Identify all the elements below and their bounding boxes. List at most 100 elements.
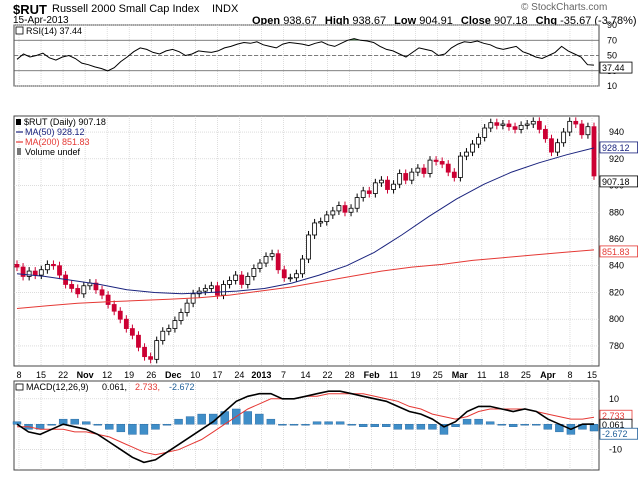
- macd-histogram-bar: [105, 424, 114, 430]
- close-label: Close: [460, 15, 491, 27]
- rsi-tick-label: 10: [607, 81, 617, 91]
- candle-body: [500, 123, 506, 126]
- candle-body: [227, 280, 232, 285]
- low-label: Low: [394, 15, 417, 27]
- ma50-legend: MA(50) 928.12: [25, 127, 85, 137]
- candle-body: [555, 142, 560, 153]
- candle-body: [93, 282, 99, 291]
- candle-body: [518, 124, 524, 130]
- macd-histogram-bar: [266, 418, 276, 425]
- macd-hist-value-box: [599, 427, 638, 440]
- macd-histogram-bar: [462, 418, 472, 425]
- x-tick-label: 7: [281, 370, 286, 380]
- macd-histogram-bar: [347, 424, 356, 426]
- price-tick-label: 840: [609, 261, 624, 271]
- volume-legend-swatch: [17, 148, 21, 155]
- candle-body: [142, 346, 147, 358]
- candle-body: [166, 328, 172, 332]
- macd-histogram-bar: [589, 424, 599, 432]
- x-tick-label: 25: [433, 370, 443, 380]
- price-legend: $RUT (Daily) 907.18: [24, 117, 106, 127]
- candle-body: [26, 270, 32, 277]
- macd-histogram-bar: [335, 421, 345, 425]
- macd-legend-hist: -2.672: [169, 382, 195, 392]
- macd-histogram-bar: [162, 424, 172, 426]
- candle-body: [415, 167, 421, 173]
- candle-body: [239, 274, 245, 285]
- candle-body: [105, 294, 111, 305]
- ma50-line: [16, 147, 595, 295]
- macd-histogram-bar: [474, 418, 483, 425]
- x-tick-label: 11: [389, 370, 398, 380]
- price-tick-label: 940: [609, 127, 624, 137]
- rsi-last-value-box: [599, 61, 633, 74]
- candle-body: [221, 284, 226, 296]
- price-tick-label: 820: [609, 287, 624, 297]
- macd-legend-swatch: [15, 383, 24, 391]
- candle-body: [524, 123, 530, 126]
- x-tick-label: 11: [477, 370, 486, 380]
- candle-body: [111, 304, 117, 312]
- candle-body: [476, 136, 482, 145]
- candle-body: [372, 182, 378, 194]
- ma50-value-label-box: [599, 141, 638, 154]
- candle-body: [342, 205, 348, 213]
- candle-body: [385, 179, 390, 190]
- ma200-value-label: 851.83: [602, 247, 630, 257]
- macd-legend-value: 0.061,: [102, 382, 127, 392]
- macd-histogram-bar: [243, 411, 253, 425]
- macd-tick-label: -10: [609, 445, 622, 455]
- high-value: 938.67: [352, 15, 387, 27]
- price-tick-label: 860: [609, 234, 624, 244]
- macd-histogram-bar: [128, 424, 137, 435]
- candle-body: [379, 179, 384, 184]
- macd-histogram-bar: [439, 424, 449, 435]
- macd-histogram-bar: [312, 421, 322, 425]
- x-tick-label: 14: [300, 370, 310, 380]
- candle-body: [14, 263, 20, 268]
- price-tick-label: 800: [609, 314, 624, 324]
- macd-histogram-bar: [382, 424, 391, 427]
- candle-body: [585, 126, 591, 136]
- candle-body: [318, 221, 324, 224]
- x-tick-label: Mar: [452, 370, 469, 380]
- candle-body: [208, 285, 214, 289]
- chg-value: -35.67 (-3.78%): [560, 15, 637, 27]
- candle-body: [354, 197, 360, 209]
- x-tick-label: Feb: [364, 370, 381, 380]
- candle-body: [470, 143, 475, 153]
- high-label: High: [324, 15, 350, 27]
- candle-body: [44, 263, 50, 271]
- ma200-line: [16, 249, 595, 309]
- ma200-legend: MA(200) 851.83: [25, 137, 90, 147]
- candle-body: [281, 269, 287, 279]
- candle-body: [549, 138, 554, 153]
- macd-histogram-bar: [405, 424, 414, 430]
- macd-histogram-bar: [174, 418, 183, 425]
- macd-line: [16, 390, 595, 464]
- price-tick-label: 780: [609, 341, 624, 351]
- candle-body: [129, 328, 135, 336]
- x-tick-label: 8: [567, 370, 572, 380]
- close-value-label: 907.18: [602, 177, 630, 187]
- x-tick-label: 28: [345, 370, 355, 380]
- macd-tick-label: 10: [609, 394, 619, 404]
- price-tick-label: 880: [609, 207, 624, 217]
- candle-body: [257, 262, 263, 269]
- close-value: 907.18: [493, 15, 528, 27]
- candle-body: [464, 151, 469, 157]
- candle-body: [348, 207, 354, 213]
- chg-label: Chg: [535, 15, 558, 27]
- macd-histogram-bar: [324, 421, 333, 425]
- macd-histogram-bar: [82, 421, 91, 425]
- candle-body: [154, 340, 160, 360]
- candle-body: [300, 258, 305, 275]
- candle-body: [178, 312, 184, 321]
- candle-body: [488, 122, 494, 129]
- candle-body: [579, 123, 585, 136]
- watermark: © StockCharts.com: [521, 2, 608, 13]
- candle-body: [391, 183, 396, 190]
- candle-body: [330, 210, 336, 216]
- macd-legend: MACD(12,26,9): [26, 382, 89, 392]
- chart-date: 15-Apr-2013: [13, 15, 69, 26]
